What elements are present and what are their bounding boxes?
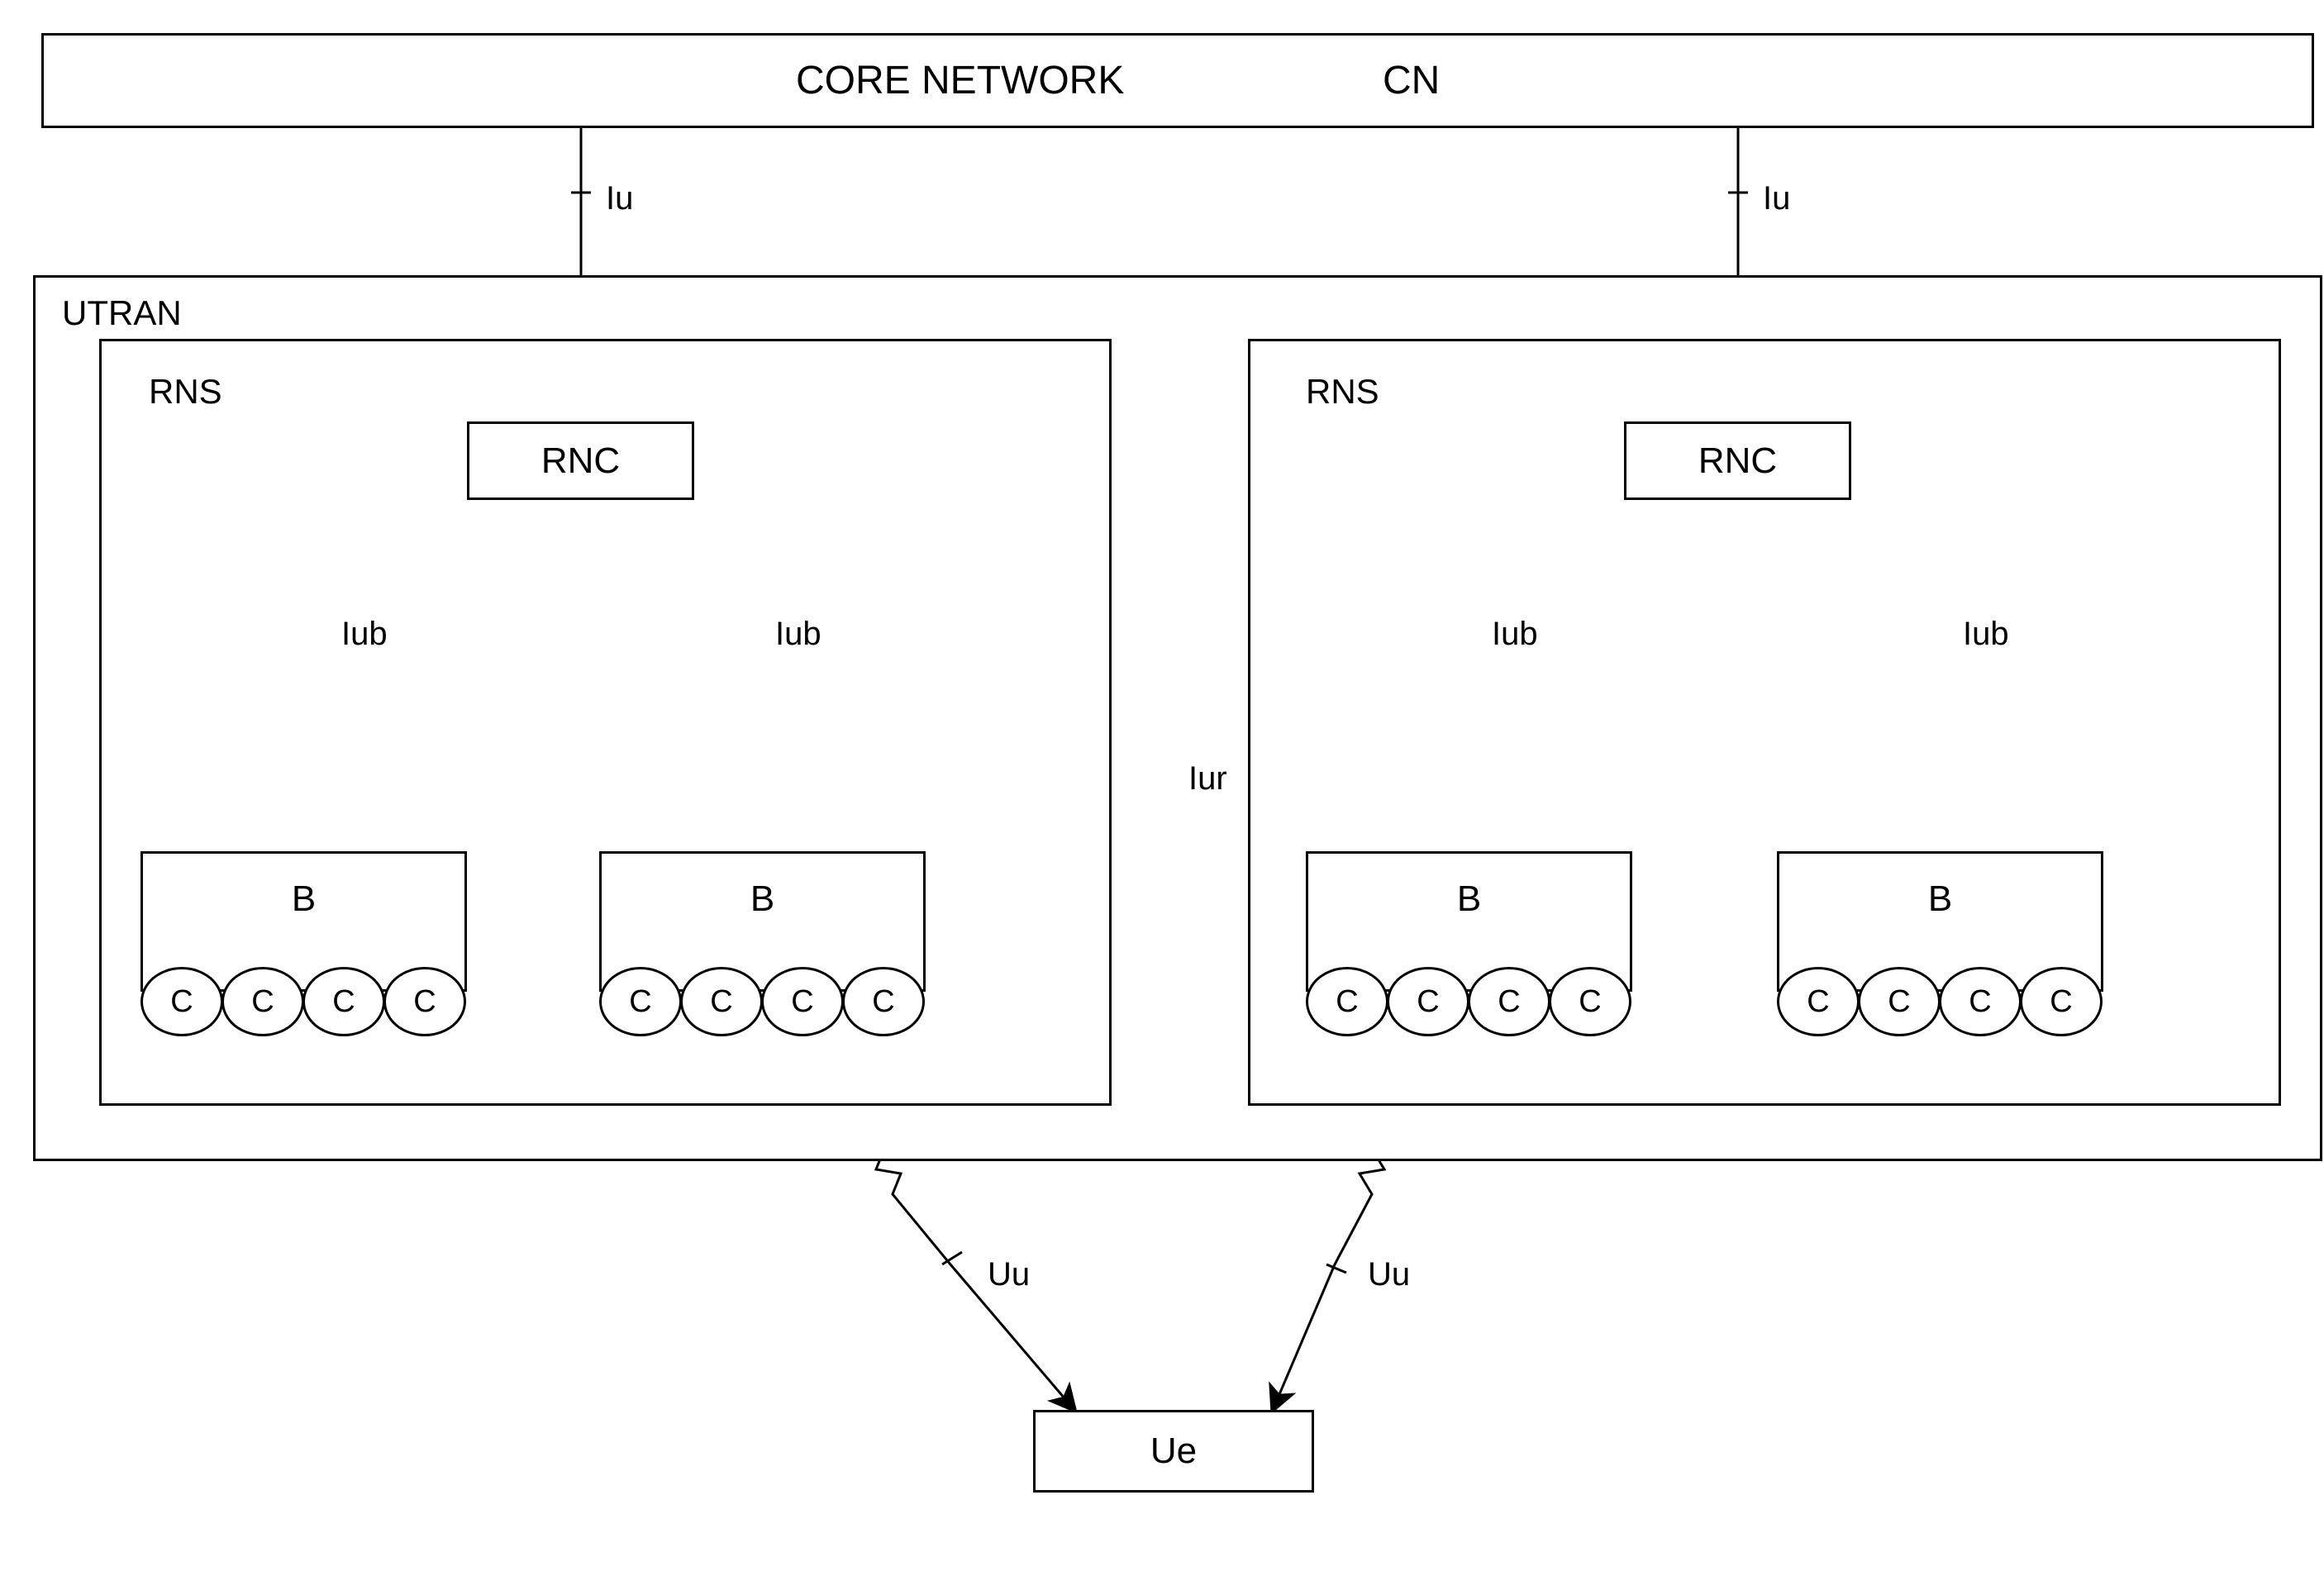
core-network-box: CORE NETWORK CN (41, 33, 2314, 128)
cell-13: C (1858, 967, 1941, 1036)
cell-label: C (1498, 984, 1520, 1020)
iub-label-2: Iub (775, 616, 821, 653)
iur-label: Iur (1188, 760, 1227, 798)
rns-label-2: RNS (1306, 372, 1379, 412)
uu-label-left: Uu (988, 1256, 1030, 1293)
cell-2: C (302, 967, 385, 1036)
iu-label-right: Iu (1763, 180, 1790, 217)
cell-label: C (251, 984, 274, 1020)
cell-label: C (1579, 984, 1601, 1020)
cell-label: C (710, 984, 732, 1020)
cell-6: C (761, 967, 844, 1036)
cell-label: C (170, 984, 193, 1020)
cell-12: C (1777, 967, 1860, 1036)
cell-9: C (1387, 967, 1469, 1036)
b-label-3: B (1457, 878, 1481, 920)
rns-label-1: RNS (149, 372, 222, 412)
cell-label: C (332, 984, 355, 1020)
iub-label-3: Iub (1492, 616, 1538, 653)
utran-label: UTRAN (62, 293, 182, 333)
cell-11: C (1549, 967, 1631, 1036)
cell-label: C (413, 984, 436, 1020)
tick-uu-left (942, 1252, 962, 1264)
cell-label: C (1969, 984, 1991, 1020)
ue-box: Ue (1033, 1410, 1314, 1493)
rnc-box-2: RNC (1624, 421, 1851, 500)
core-network-label: CORE NETWORK (796, 58, 1124, 103)
cell-5: C (680, 967, 763, 1036)
rnc-box-1: RNC (467, 421, 694, 500)
cell-label: C (1807, 984, 1829, 1020)
cell-label: C (1417, 984, 1439, 1020)
cell-label: C (2050, 984, 2072, 1020)
uu-label-right: Uu (1368, 1256, 1410, 1293)
cell-label: C (1336, 984, 1358, 1020)
cell-label: C (629, 984, 651, 1020)
iub-label-1: Iub (341, 616, 388, 653)
utran-architecture-diagram: CORE NETWORK CN UTRAN RNS RNS RNC RNC B … (17, 17, 2324, 1559)
cell-14: C (1939, 967, 2022, 1036)
cell-1: C (221, 967, 304, 1036)
rnc-label-2: RNC (1698, 440, 1777, 482)
b-label-2: B (750, 878, 774, 920)
iub-label-4: Iub (1963, 616, 2009, 653)
iu-label-left: Iu (606, 180, 633, 217)
cell-15: C (2020, 967, 2103, 1036)
b-label-4: B (1928, 878, 1952, 920)
cell-10: C (1468, 967, 1550, 1036)
cell-4: C (599, 967, 682, 1036)
cell-label: C (872, 984, 894, 1020)
cell-8: C (1306, 967, 1388, 1036)
cell-0: C (140, 967, 223, 1036)
cell-label: C (1888, 984, 1910, 1020)
cell-7: C (842, 967, 925, 1036)
b-label-1: B (292, 878, 316, 920)
cell-3: C (383, 967, 466, 1036)
ue-label: Ue (1150, 1431, 1197, 1472)
cell-label: C (791, 984, 813, 1020)
rnc-label-1: RNC (541, 440, 620, 482)
tick-uu-right (1326, 1264, 1346, 1273)
cn-label: CN (1383, 58, 1440, 103)
